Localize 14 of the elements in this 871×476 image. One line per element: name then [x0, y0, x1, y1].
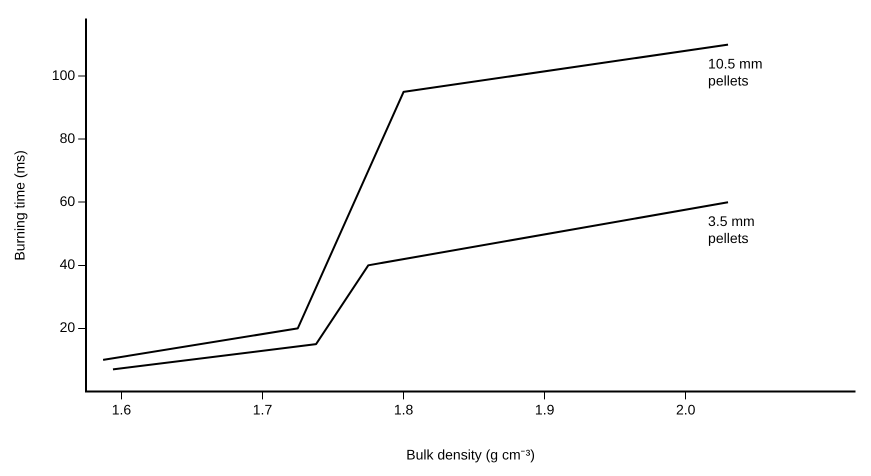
y-tick-label: 20 — [60, 319, 76, 336]
y-tick-label: 40 — [60, 256, 76, 272]
y-tick-label: 80 — [60, 130, 76, 146]
y-axis-title: Burning time (ms) — [11, 150, 28, 261]
x-tick-label: 1.9 — [534, 402, 555, 418]
series-label: 10.5 mm pellets — [708, 56, 763, 89]
y-tick-label: 100 — [52, 67, 76, 84]
x-tick-label: 1.7 — [252, 402, 272, 418]
series-label: 3.5 mm pellets — [708, 213, 755, 246]
y-tick-label: 60 — [60, 193, 76, 210]
x-tick-label: 2.0 — [676, 402, 696, 418]
x-axis-title: Bulk density (g cm⁻³) — [406, 446, 535, 462]
x-tick-label: 1.8 — [394, 402, 414, 418]
x-tick-label: 1.6 — [112, 402, 132, 418]
